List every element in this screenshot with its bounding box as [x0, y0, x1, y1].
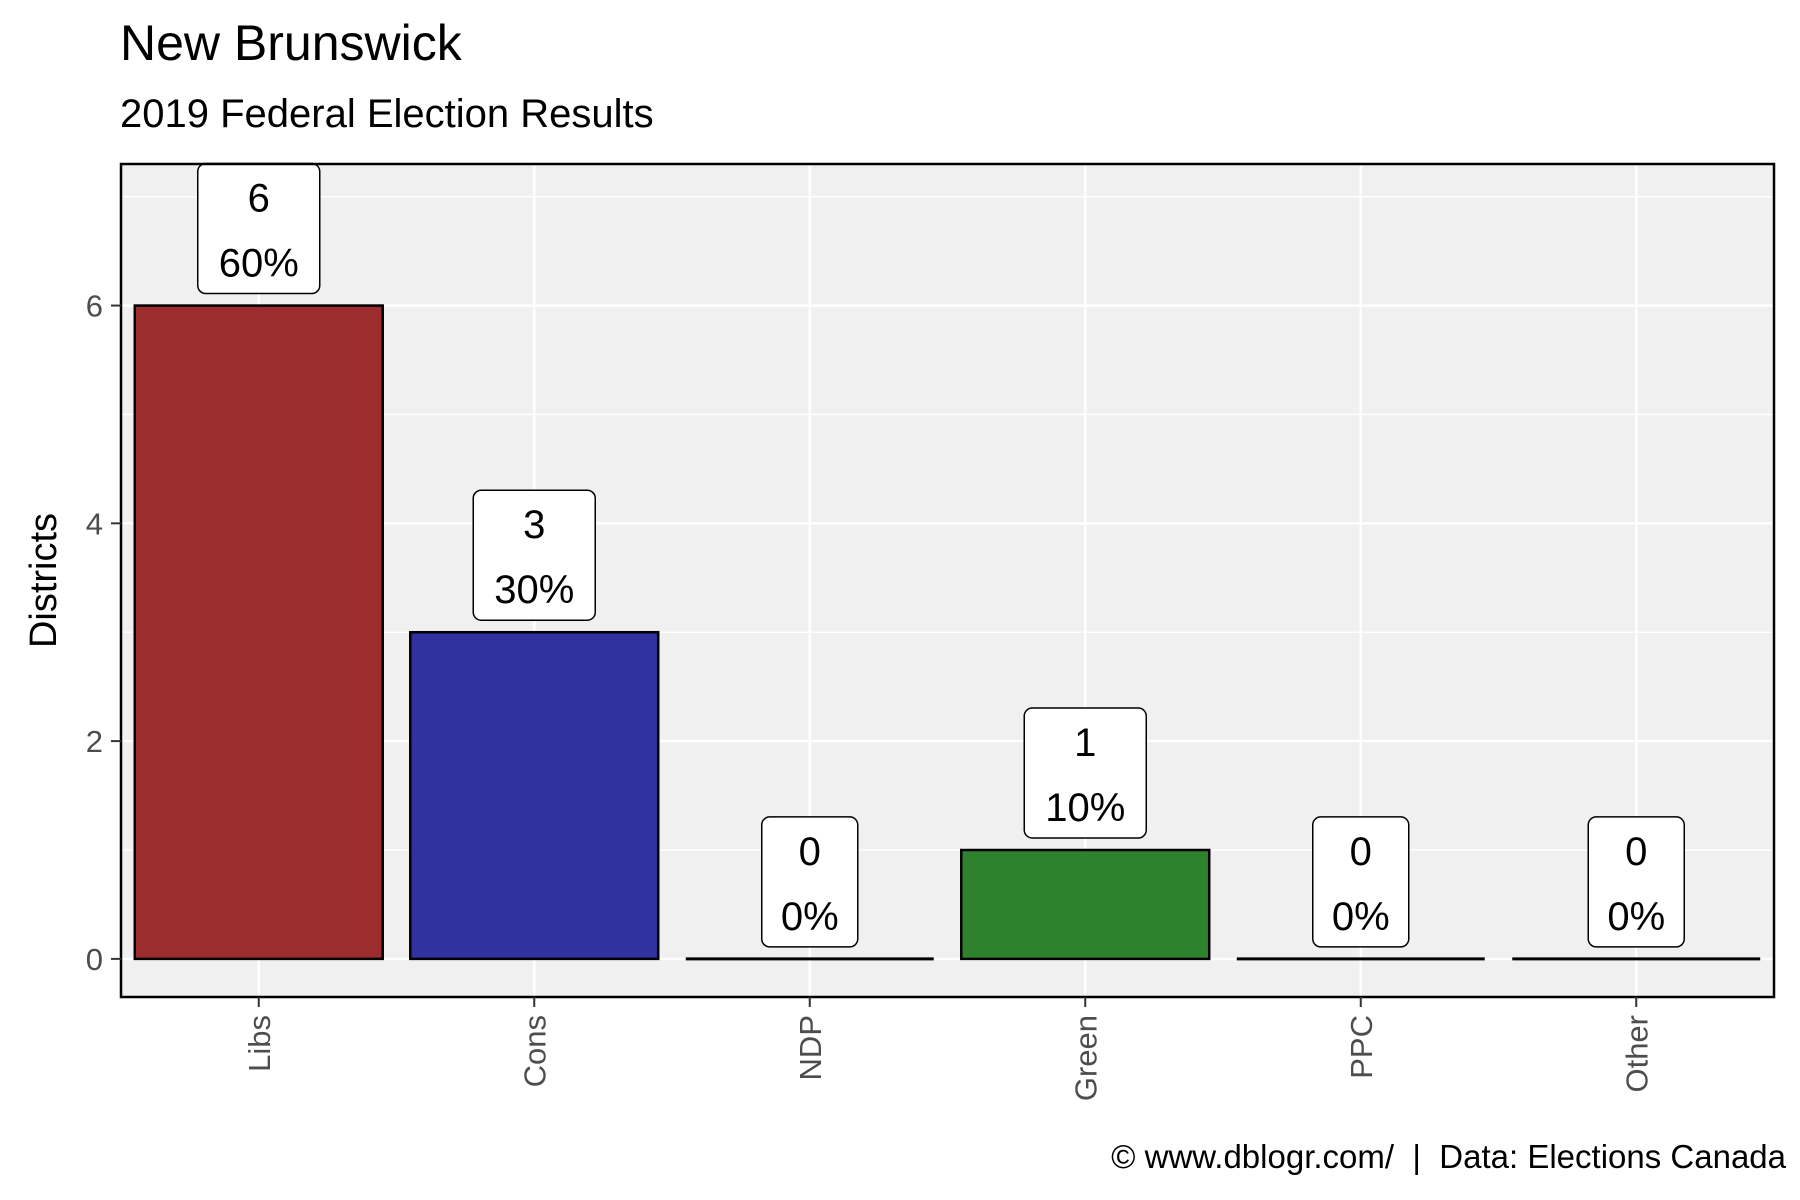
bar-libs: [133, 304, 384, 961]
x-tick-label-cons: Cons: [517, 1015, 552, 1087]
bars: [133, 304, 1761, 961]
x-tick-label-ppc: PPC: [1344, 1015, 1379, 1079]
y-tick-label: 0: [86, 942, 103, 977]
label-box: [1587, 816, 1685, 948]
label-other: 00%: [1587, 816, 1685, 948]
label-box: [1023, 707, 1147, 839]
label-ndp: 00%: [761, 816, 859, 948]
label-cons: 330%: [472, 489, 596, 621]
y-tick-label: 4: [86, 506, 103, 541]
label-box: [761, 816, 859, 948]
count-label: 0: [1350, 830, 1372, 874]
percent-label: 10%: [1045, 786, 1125, 830]
bar-labels: 660%330%00%110%00%00%: [197, 162, 1685, 948]
x-tick-label-other: Other: [1619, 1015, 1654, 1093]
count-label: 3: [523, 503, 545, 547]
label-box: [472, 489, 596, 621]
label-libs: 660%: [197, 162, 321, 295]
x-tick-label-libs: Libs: [242, 1015, 277, 1072]
count-label: 0: [799, 830, 821, 874]
label-green: 110%: [1023, 707, 1147, 839]
y-tick-label: 2: [86, 724, 103, 759]
percent-label: 30%: [494, 568, 574, 612]
percent-label: 0%: [781, 895, 839, 939]
caption: © www.dblogr.com/ | Data: Elections Cana…: [1111, 1138, 1786, 1175]
bar-cons: [409, 630, 660, 961]
count-label: 1: [1074, 721, 1096, 765]
percent-label: 0%: [1332, 895, 1390, 939]
y-tick-label: 6: [86, 289, 103, 324]
label-ppc: 00%: [1312, 816, 1410, 948]
count-label: 0: [1625, 830, 1647, 874]
y-axis-title: Districts: [23, 513, 65, 648]
chart-title: New Brunswick: [120, 15, 462, 71]
y-axis: 0 2 4 6: [86, 289, 121, 977]
plot-panel: [121, 164, 1774, 997]
percent-label: 0%: [1607, 895, 1665, 939]
x-tick-label-ndp: NDP: [793, 1015, 828, 1080]
chart-subtitle: 2019 Federal Election Results: [120, 92, 654, 136]
bar-green: [960, 848, 1211, 961]
percent-label: 60%: [219, 242, 299, 286]
x-axis: Libs Cons NDP Green PPC Other: [242, 997, 1654, 1101]
label-box: [1312, 816, 1410, 948]
plot-border: [119, 162, 1776, 999]
count-label: 6: [248, 177, 270, 221]
x-tick-label-green: Green: [1068, 1015, 1103, 1101]
